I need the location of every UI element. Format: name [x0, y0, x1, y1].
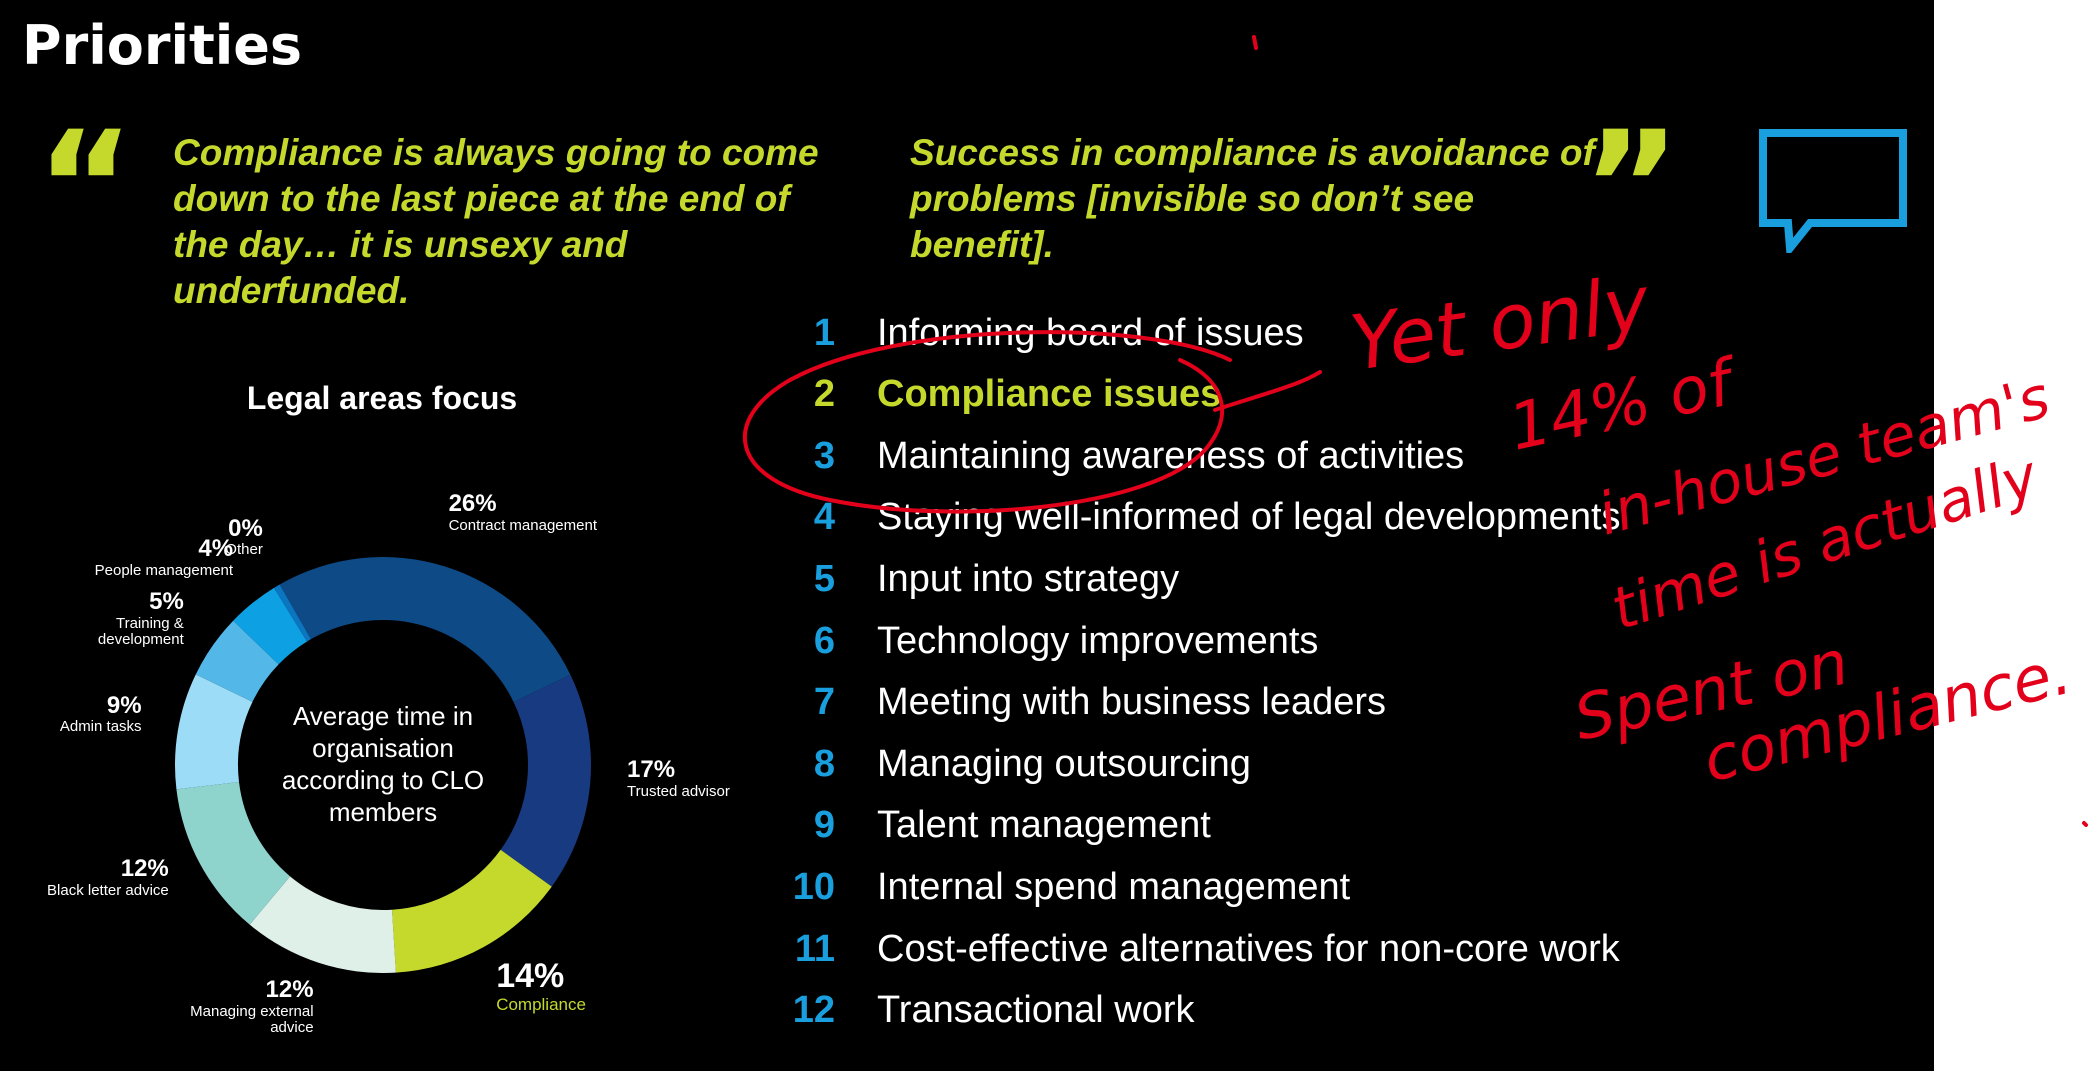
priority-item: 8 Managing outsourcing [770, 734, 1251, 794]
priority-item: 7 Meeting with business leaders [770, 673, 1386, 733]
priority-text: Meeting with business leaders [877, 681, 1387, 724]
priority-text: Maintaining awareness of activities [877, 434, 1465, 477]
slide: Priorities “ Compliance is always going … [0, 0, 1934, 1071]
priority-text: Informing board of issues [877, 311, 1304, 354]
annotation-dot [2082, 821, 2088, 827]
priority-item: 6 Technology improvements [770, 611, 1319, 671]
donut-slice [176, 781, 291, 925]
slice-percent: 4% [198, 535, 234, 563]
donut-slice [195, 620, 279, 702]
priority-item: 11 Cost-effective alternatives for non-co… [770, 919, 1620, 979]
priority-text: Internal spend management [877, 865, 1351, 908]
slice-label: 14% Compliance [496, 957, 646, 1014]
open-quote-icon: “ [36, 100, 135, 274]
slice-name: Contract management [448, 516, 597, 534]
priority-item: 3 Maintaining awareness of activities [770, 426, 1464, 486]
slice-name: Trusted advisor [627, 782, 730, 800]
slice-name: Other [225, 541, 263, 559]
slice-name: Admin tasks [59, 718, 142, 736]
priority-number: 10 [792, 865, 835, 908]
priority-text: Technology improvements [877, 619, 1319, 662]
priority-text: Managing outsourcing [877, 742, 1251, 785]
slice-label: 9% Admin tasks [0, 691, 142, 736]
priority-item: 2 Compliance issues [770, 365, 1221, 425]
page-title: Priorities [22, 14, 303, 77]
donut-slice [279, 557, 571, 703]
donut-slice [392, 849, 552, 973]
priority-number: 8 [813, 742, 835, 785]
priority-item: 10 Internal spend management [770, 857, 1350, 917]
quote-left: Compliance is always going to come down … [173, 132, 819, 311]
priority-item: 9 Talent management [770, 796, 1211, 856]
priority-number: 5 [813, 557, 835, 600]
slice-label: 0% Other [113, 514, 263, 559]
priority-number: 3 [813, 434, 835, 477]
priority-number: 2 [813, 373, 835, 416]
slice-name: People management [94, 561, 234, 579]
donut-chart [175, 557, 592, 973]
donut-slice [249, 876, 396, 973]
priority-item: 1 Informing board of issues [770, 303, 1304, 363]
priority-item: 4 Staying well-informed of legal developm… [770, 488, 1621, 548]
slice-percent: 12% [265, 976, 314, 1004]
slice-label: 12% Black letter advice [19, 856, 169, 899]
slice-percent: 12% [120, 855, 169, 883]
slice-label: 17% Trusted advisor [627, 756, 777, 800]
slice-label: 4% People management [83, 535, 234, 579]
priority-text: Compliance issues [877, 373, 1222, 416]
chart-title: Legal areas focus [246, 380, 518, 416]
priority-text: Talent management [877, 804, 1211, 847]
priority-number: 7 [813, 681, 835, 724]
priority-number: 11 [794, 927, 835, 970]
slice-percent: 0% [228, 514, 263, 542]
slice-percent: 17% [627, 756, 676, 784]
donut-slice [500, 674, 592, 887]
priority-text: Staying well-informed of legal developme… [877, 496, 1621, 539]
slice-name: Black letter advice [47, 881, 169, 899]
priority-number: 1 [813, 311, 835, 354]
slice-percent: 5% [149, 588, 184, 616]
slice-percent: 26% [448, 490, 497, 518]
priority-number: 12 [792, 989, 835, 1032]
slice-name: Managing external advice [190, 1002, 314, 1037]
priority-number: 9 [813, 804, 835, 847]
priority-text: Transactional work [877, 989, 1195, 1032]
donut-slice [274, 584, 311, 642]
priority-item: 12 Transactional work [770, 981, 1195, 1041]
speech-bubble-icon [1759, 129, 1907, 253]
slice-label: 26% Contract management [449, 491, 599, 534]
slice-name: Compliance [496, 994, 586, 1014]
slice-percent: 9% [106, 691, 142, 719]
donut-slice [233, 587, 308, 665]
priority-text: Cost-effective alternatives for non-core… [877, 927, 1620, 970]
slice-percent: 14% [496, 957, 565, 996]
slice-label: 5% Training & development [34, 588, 184, 649]
chart-center-label: Average time in organisation according t… [281, 701, 485, 827]
slice-name: Training & development [97, 614, 184, 649]
priority-item: 5 Input into strategy [770, 549, 1179, 609]
priority-number: 4 [813, 496, 835, 539]
priority-number: 6 [813, 619, 835, 662]
slice-label: 12% Managing external advice [164, 976, 314, 1037]
close-quote-icon: ” [1582, 100, 1681, 274]
priority-text: Input into strategy [877, 557, 1180, 600]
donut-slice [175, 674, 253, 790]
quote-right: Success in compliance is avoidance of pr… [910, 132, 1595, 265]
